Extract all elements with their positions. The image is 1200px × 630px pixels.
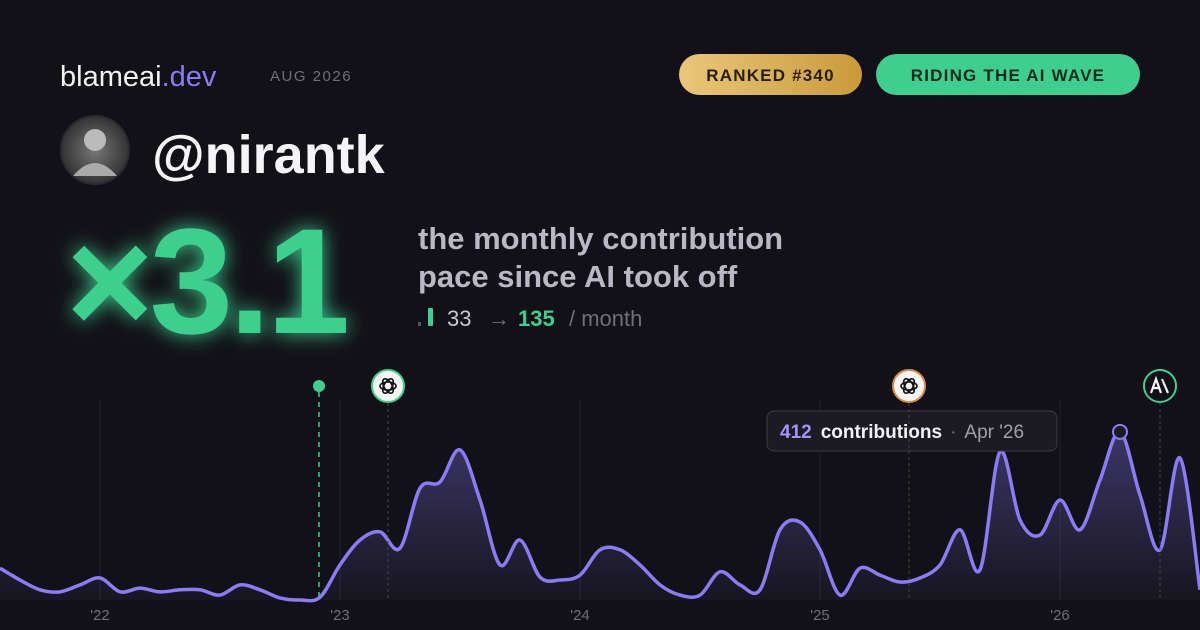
area (0, 431, 1200, 601)
date: AUG 2026 (270, 68, 352, 85)
event-logo (900, 377, 918, 395)
logo-part (900, 381, 918, 391)
status-label: RIDING THE AI WAVE (911, 66, 1105, 85)
event-logo (1149, 375, 1170, 394)
brand-suffix: .dev (162, 61, 217, 93)
logo-part (902, 377, 916, 395)
event-icon (892, 369, 926, 403)
rank-label: RANKED #340 (706, 66, 834, 85)
x-tick-label: '22 (90, 607, 110, 624)
event-icon (371, 369, 405, 403)
pace-unit: / month (569, 306, 642, 331)
logo-part (381, 377, 395, 395)
logo-part (379, 381, 397, 391)
handle: @nirantk (152, 125, 386, 185)
avatar-head (84, 129, 106, 151)
x-tick-label: '25 (810, 607, 830, 624)
pace-before: 33 (447, 306, 471, 331)
multiplier: ×3.1 (66, 197, 347, 365)
tooltip-date: Apr '26 (964, 422, 1024, 443)
peak-marker (1112, 423, 1128, 440)
brand-name: blameai (60, 61, 162, 93)
line (0, 430, 1200, 603)
pace: 33 → 135 / month (447, 306, 642, 331)
event-dot (313, 380, 325, 392)
tooltip-label: contributions (821, 422, 942, 443)
description: pace since AI took off (418, 259, 738, 294)
x-tick-label: '26 (1050, 607, 1070, 624)
pace-after: 135 (518, 306, 555, 331)
logo-part (902, 377, 916, 395)
tooltip-text: 412 contributions · Apr '26 (780, 422, 1024, 443)
status-badge (876, 54, 1140, 95)
tooltip: 412 contributions · Apr '26 (766, 410, 1058, 452)
pace-icon (428, 308, 433, 326)
event-logo (379, 377, 397, 395)
x-tick-label: '23 (330, 607, 350, 624)
tooltip-value: 412 (780, 422, 812, 443)
rank-badge (679, 54, 862, 95)
avatar-body (73, 163, 117, 176)
event-markers (313, 369, 1177, 600)
logo-part (381, 377, 395, 395)
tooltip-box (766, 410, 1058, 452)
chart: '22 '23 '24 '25 '26 412 contributions · Apr '26 (0, 400, 1200, 624)
description: the monthly contribution (418, 221, 783, 256)
pace-arrow: → (488, 306, 510, 331)
brand: blameai.dev (60, 61, 217, 93)
tooltip-separator: · (950, 422, 956, 443)
event-icon (1143, 369, 1177, 403)
x-tick-label: '24 (570, 607, 590, 624)
pace-icon (418, 322, 421, 326)
